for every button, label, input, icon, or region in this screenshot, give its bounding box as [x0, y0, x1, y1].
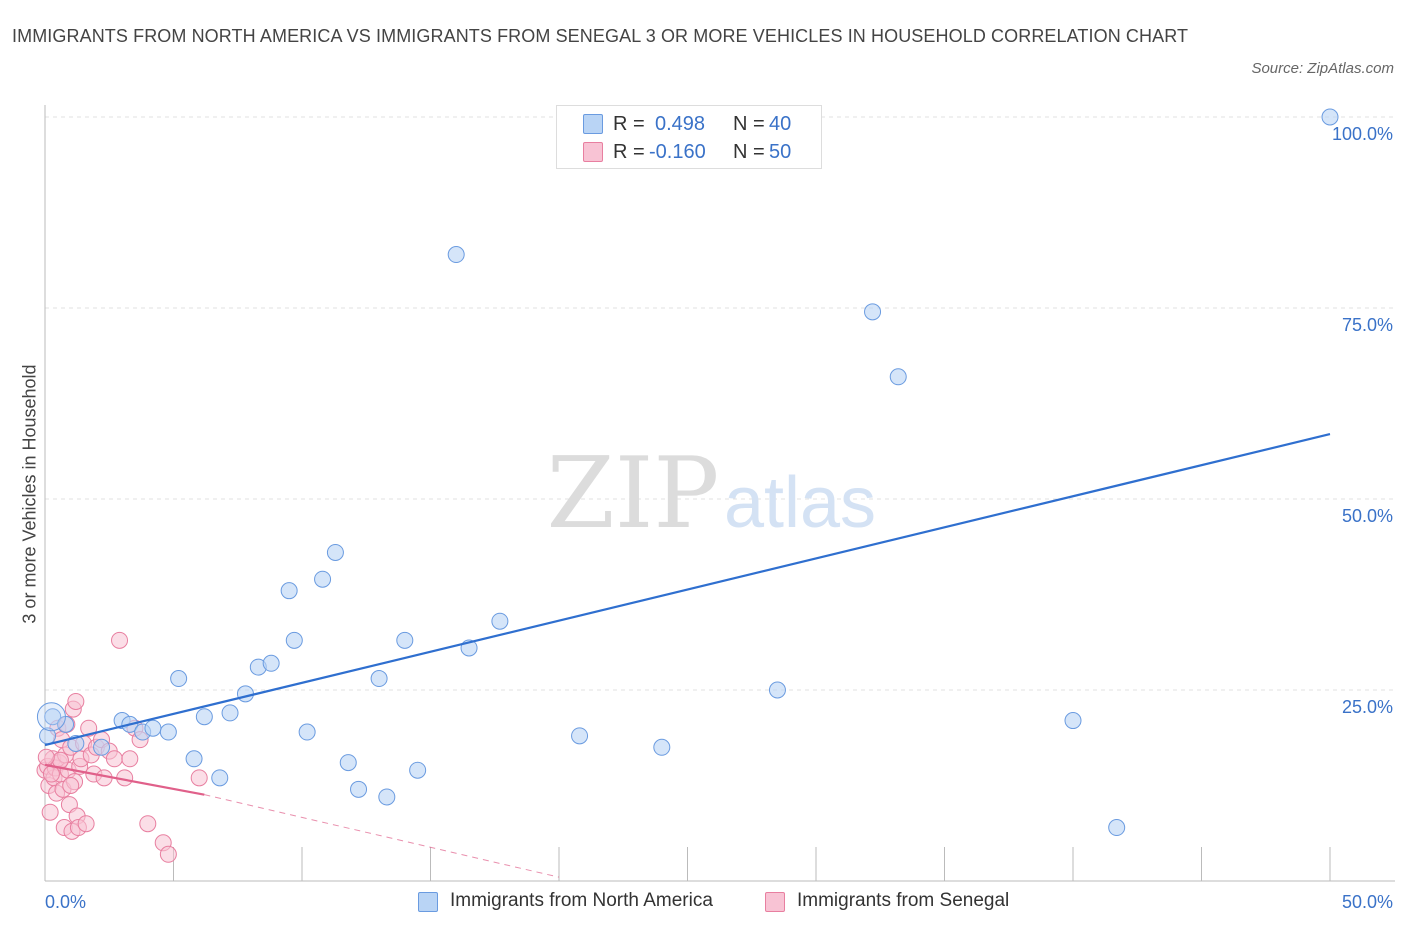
- series-name-senegal: Immigrants from Senegal: [797, 890, 1010, 911]
- senegal-point: [41, 803, 59, 821]
- senegal-point: [190, 769, 208, 787]
- north-america-point: [280, 582, 298, 600]
- x-tick-label: 0.0%: [45, 892, 86, 912]
- legend-swatch-north-america: [583, 114, 603, 134]
- senegal-point: [80, 719, 98, 737]
- north-america-point: [491, 612, 509, 630]
- gridlines: [45, 116, 1395, 691]
- senegal-point: [105, 750, 123, 768]
- watermark-atlas: atlas: [724, 463, 876, 543]
- senegal-trend-line: [44, 763, 205, 796]
- y-tick-label: 50.0%: [1342, 506, 1393, 526]
- senegal-point: [67, 692, 85, 710]
- senegal-point: [42, 765, 60, 783]
- north-america-point: [378, 788, 396, 806]
- north-america-point: [170, 670, 188, 688]
- north-america-point: [1108, 819, 1126, 837]
- legend-n-value: 50: [769, 140, 792, 163]
- series-swatch-north-america: [418, 892, 438, 912]
- north-america-point: [1321, 108, 1339, 126]
- north-america-point: [36, 702, 66, 732]
- north-america-point: [236, 685, 254, 703]
- north-america-point: [409, 761, 427, 779]
- legend-r-value: -0.160: [649, 140, 706, 163]
- y-tick-label: 75.0%: [1342, 315, 1393, 335]
- north-america-trend-line: [44, 432, 1331, 747]
- legend-n-label: N =: [733, 140, 765, 163]
- north-america-point: [93, 738, 111, 756]
- north-america-point: [447, 246, 465, 264]
- north-america-point: [396, 631, 414, 649]
- legend-row-north-america: R = 0.498 N = 40: [557, 110, 821, 138]
- series-name-north-america: Immigrants from North America: [450, 890, 713, 911]
- axes: [44, 105, 1395, 882]
- north-america-point: [326, 543, 344, 561]
- north-america-point: [298, 723, 316, 741]
- north-america-point: [653, 738, 671, 756]
- north-america-point: [185, 750, 203, 768]
- series-swatch-senegal: [765, 892, 785, 912]
- y-tick-label: 100.0%: [1332, 124, 1393, 144]
- north-america-point: [144, 719, 162, 737]
- trend-lines: [44, 432, 1331, 878]
- correlation-legend: R = 0.498 N = 40 R = -0.160 N = 50: [556, 105, 822, 169]
- senegal-point: [37, 748, 55, 766]
- north-america-point: [350, 780, 368, 798]
- senegal-point: [159, 845, 177, 863]
- north-america-point: [221, 704, 239, 722]
- senegal-point: [111, 631, 129, 649]
- north-america-point: [571, 727, 589, 745]
- north-america-point: [314, 570, 332, 588]
- chart-title: IMMIGRANTS FROM NORTH AMERICA VS IMMIGRA…: [12, 26, 1189, 46]
- north-america-point: [889, 368, 907, 386]
- legend-r-value: 0.498: [655, 112, 706, 135]
- north-america-point: [768, 681, 786, 699]
- senegal-trend-extension: [204, 794, 560, 878]
- north-america-point: [339, 754, 357, 772]
- legend-r-label: R =: [613, 112, 645, 135]
- series-senegal-points: [36, 631, 208, 863]
- source-label: Source: ZipAtlas.com: [1251, 60, 1394, 77]
- north-america-point: [864, 303, 882, 321]
- legend-r-label: R =: [613, 140, 645, 163]
- legend-row-senegal: R = -0.160 N = 50: [557, 138, 821, 166]
- tick-labels: 25.0% 50.0% 75.0% 100.0% 0.0% 50.0%: [45, 124, 1393, 912]
- y-tick-label: 25.0%: [1342, 697, 1393, 717]
- north-america-point: [195, 708, 213, 726]
- y-axis-label: 3 or more Vehicles in Household: [19, 364, 40, 624]
- senegal-point: [139, 815, 157, 833]
- north-america-point: [262, 654, 280, 672]
- north-america-point: [1064, 712, 1082, 730]
- x-tick-label: 50.0%: [1342, 892, 1393, 912]
- north-america-point: [285, 631, 303, 649]
- north-america-point: [44, 708, 62, 726]
- senegal-point: [62, 777, 80, 794]
- watermark: ZIP atlas: [547, 437, 876, 551]
- north-america-point: [370, 670, 388, 688]
- watermark-zip: ZIP: [547, 437, 720, 551]
- senegal-point: [121, 750, 139, 768]
- north-america-point: [211, 769, 229, 787]
- legend-n-value: 40: [769, 112, 792, 135]
- legend-n-label: N =: [733, 112, 765, 135]
- senegal-point: [77, 815, 95, 833]
- legend-swatch-senegal: [583, 142, 603, 162]
- north-america-point: [159, 723, 177, 741]
